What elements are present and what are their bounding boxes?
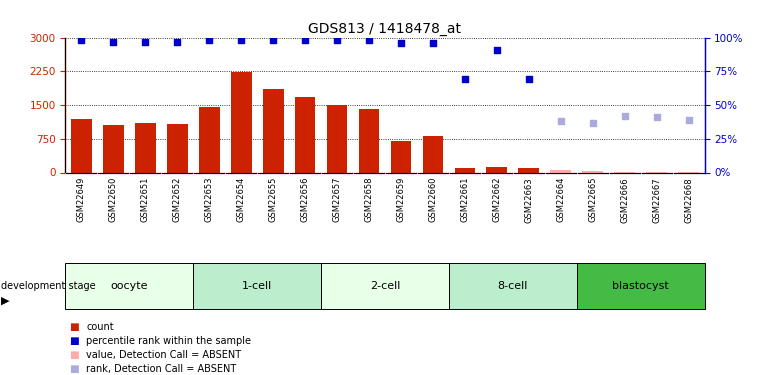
Point (235, 37, 247, 43)
Point (459, 76, 471, 82)
Text: 1-cell: 1-cell (242, 281, 273, 291)
Point (75, 37, 88, 43)
Bar (263, 89, 283, 172)
Text: GSM22666: GSM22666 (620, 177, 629, 223)
Text: 2-cell: 2-cell (370, 281, 400, 291)
Text: GSM22665: GSM22665 (588, 177, 598, 222)
Text: GSM22649: GSM22649 (77, 177, 86, 222)
Bar (449, 262, 577, 309)
Text: percentile rank within the sample: percentile rank within the sample (86, 336, 251, 346)
Point (363, 37, 375, 43)
Text: GSM22663: GSM22663 (524, 177, 534, 223)
Title: GDS813 / 1418478_at: GDS813 / 1418478_at (309, 22, 461, 36)
Bar (454, 168, 475, 172)
Bar (193, 262, 321, 309)
Text: GSM22658: GSM22658 (364, 177, 373, 222)
Text: GSM22660: GSM22660 (428, 177, 437, 222)
Bar (518, 168, 539, 172)
Text: GSM22661: GSM22661 (460, 177, 470, 222)
Text: ▶: ▶ (1, 296, 9, 306)
Bar (487, 166, 507, 172)
Bar (551, 170, 571, 172)
Point (331, 37, 343, 43)
Bar (577, 262, 705, 309)
Bar (167, 124, 188, 172)
Bar (326, 105, 347, 172)
Text: rank, Detection Call = ABSENT: rank, Detection Call = ABSENT (86, 364, 236, 374)
Point (171, 39, 183, 45)
Text: GSM22653: GSM22653 (205, 177, 214, 222)
Bar (295, 97, 316, 172)
Text: GSM22664: GSM22664 (556, 177, 565, 222)
Text: ■: ■ (69, 364, 79, 374)
Bar (390, 141, 411, 172)
Point (490, 46, 503, 53)
Text: ■: ■ (69, 336, 79, 346)
Point (523, 76, 535, 82)
Text: GSM22654: GSM22654 (236, 177, 246, 222)
Text: ■: ■ (69, 322, 79, 332)
Text: blastocyst: blastocyst (612, 281, 669, 291)
Text: 8-cell: 8-cell (497, 281, 528, 291)
Text: development stage: development stage (1, 281, 95, 291)
Point (682, 117, 695, 123)
Text: value, Detection Call = ABSENT: value, Detection Call = ABSENT (86, 350, 241, 360)
Text: GSM22656: GSM22656 (300, 177, 310, 222)
Text: ■: ■ (69, 350, 79, 360)
Bar (231, 72, 252, 172)
Bar (423, 136, 444, 172)
Point (587, 120, 599, 126)
Text: GSM22652: GSM22652 (172, 177, 182, 222)
Text: GSM22655: GSM22655 (269, 177, 278, 222)
Point (427, 40, 439, 46)
Point (554, 118, 567, 124)
Bar (135, 123, 156, 172)
Point (651, 114, 663, 120)
Bar (199, 107, 219, 172)
Text: oocyte: oocyte (111, 281, 148, 291)
Text: count: count (86, 322, 114, 332)
Point (395, 40, 407, 46)
Text: GSM22650: GSM22650 (109, 177, 118, 222)
Bar (65, 262, 193, 309)
Point (299, 37, 311, 43)
Point (203, 37, 216, 43)
Text: GSM22668: GSM22668 (684, 177, 693, 223)
Bar (321, 262, 449, 309)
Text: GSM22667: GSM22667 (652, 177, 661, 223)
Text: GSM22662: GSM22662 (492, 177, 501, 222)
Bar (582, 171, 603, 172)
Bar (359, 109, 380, 172)
Point (107, 39, 119, 45)
Text: GSM22657: GSM22657 (333, 177, 342, 222)
Point (267, 37, 280, 43)
Point (618, 113, 631, 119)
Text: GSM22651: GSM22651 (141, 177, 150, 222)
Bar (678, 171, 699, 172)
Bar (71, 118, 92, 172)
Bar (103, 125, 124, 172)
Point (139, 39, 152, 45)
Text: GSM22659: GSM22659 (397, 177, 406, 222)
